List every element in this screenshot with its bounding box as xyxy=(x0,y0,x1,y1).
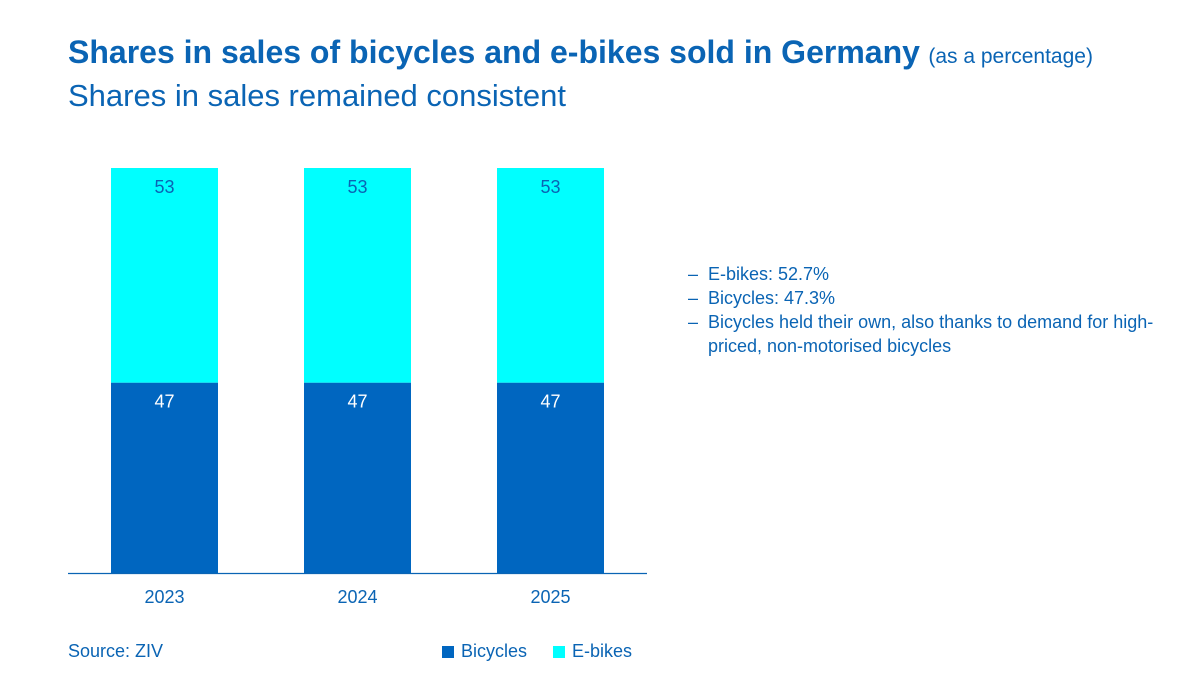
chart-title: Shares in sales of bicycles and e-bikes … xyxy=(68,34,1093,71)
legend-swatch-bicycles xyxy=(442,645,454,658)
bar-bicycles-2023 xyxy=(111,382,218,573)
note-item: E-bikes: 52.7% xyxy=(688,262,1168,286)
bar-ebikes-2024 xyxy=(304,168,411,383)
legend-label-ebikes: E-bikes xyxy=(572,641,633,661)
bar-ebikes-2025 xyxy=(497,168,604,383)
source-note: Source: ZIV xyxy=(68,641,164,661)
data-label-ebikes-2025: 53 xyxy=(540,177,560,197)
bar-ebikes-2023 xyxy=(111,168,218,383)
legend-item-bicycles: Bicycles xyxy=(442,641,527,662)
note-item: Bicycles held their own, also thanks to … xyxy=(688,310,1168,358)
notes-list: E-bikes: 52.7% Bicycles: 47.3% Bicycles … xyxy=(688,262,1168,358)
data-label-ebikes-2024: 53 xyxy=(347,177,367,197)
bar-bicycles-2025 xyxy=(497,382,604,573)
data-label-ebikes-2023: 53 xyxy=(154,177,174,197)
legend-swatch-ebikes xyxy=(553,645,566,658)
title-main: Shares in sales of bicycles and e-bikes … xyxy=(68,34,920,70)
title-unit-note: (as a percentage) xyxy=(928,45,1093,68)
legend-item-ebikes: E-bikes xyxy=(553,641,632,662)
x-tick-label-2025: 2025 xyxy=(530,587,570,607)
x-tick-label-2023: 2023 xyxy=(144,587,184,607)
data-label-bicycles-2023: 47 xyxy=(154,392,174,412)
data-label-bicycles-2024: 47 xyxy=(347,392,367,412)
chart-subtitle: Shares in sales remained consistent xyxy=(68,78,566,113)
data-label-bicycles-2025: 47 xyxy=(540,392,560,412)
note-item: Bicycles: 47.3% xyxy=(688,286,1168,310)
legend-label-bicycles: Bicycles xyxy=(461,641,528,661)
x-tick-label-2024: 2024 xyxy=(337,587,377,607)
chart-legend: Bicycles E-bikes xyxy=(442,641,632,662)
bar-bicycles-2024 xyxy=(304,382,411,573)
